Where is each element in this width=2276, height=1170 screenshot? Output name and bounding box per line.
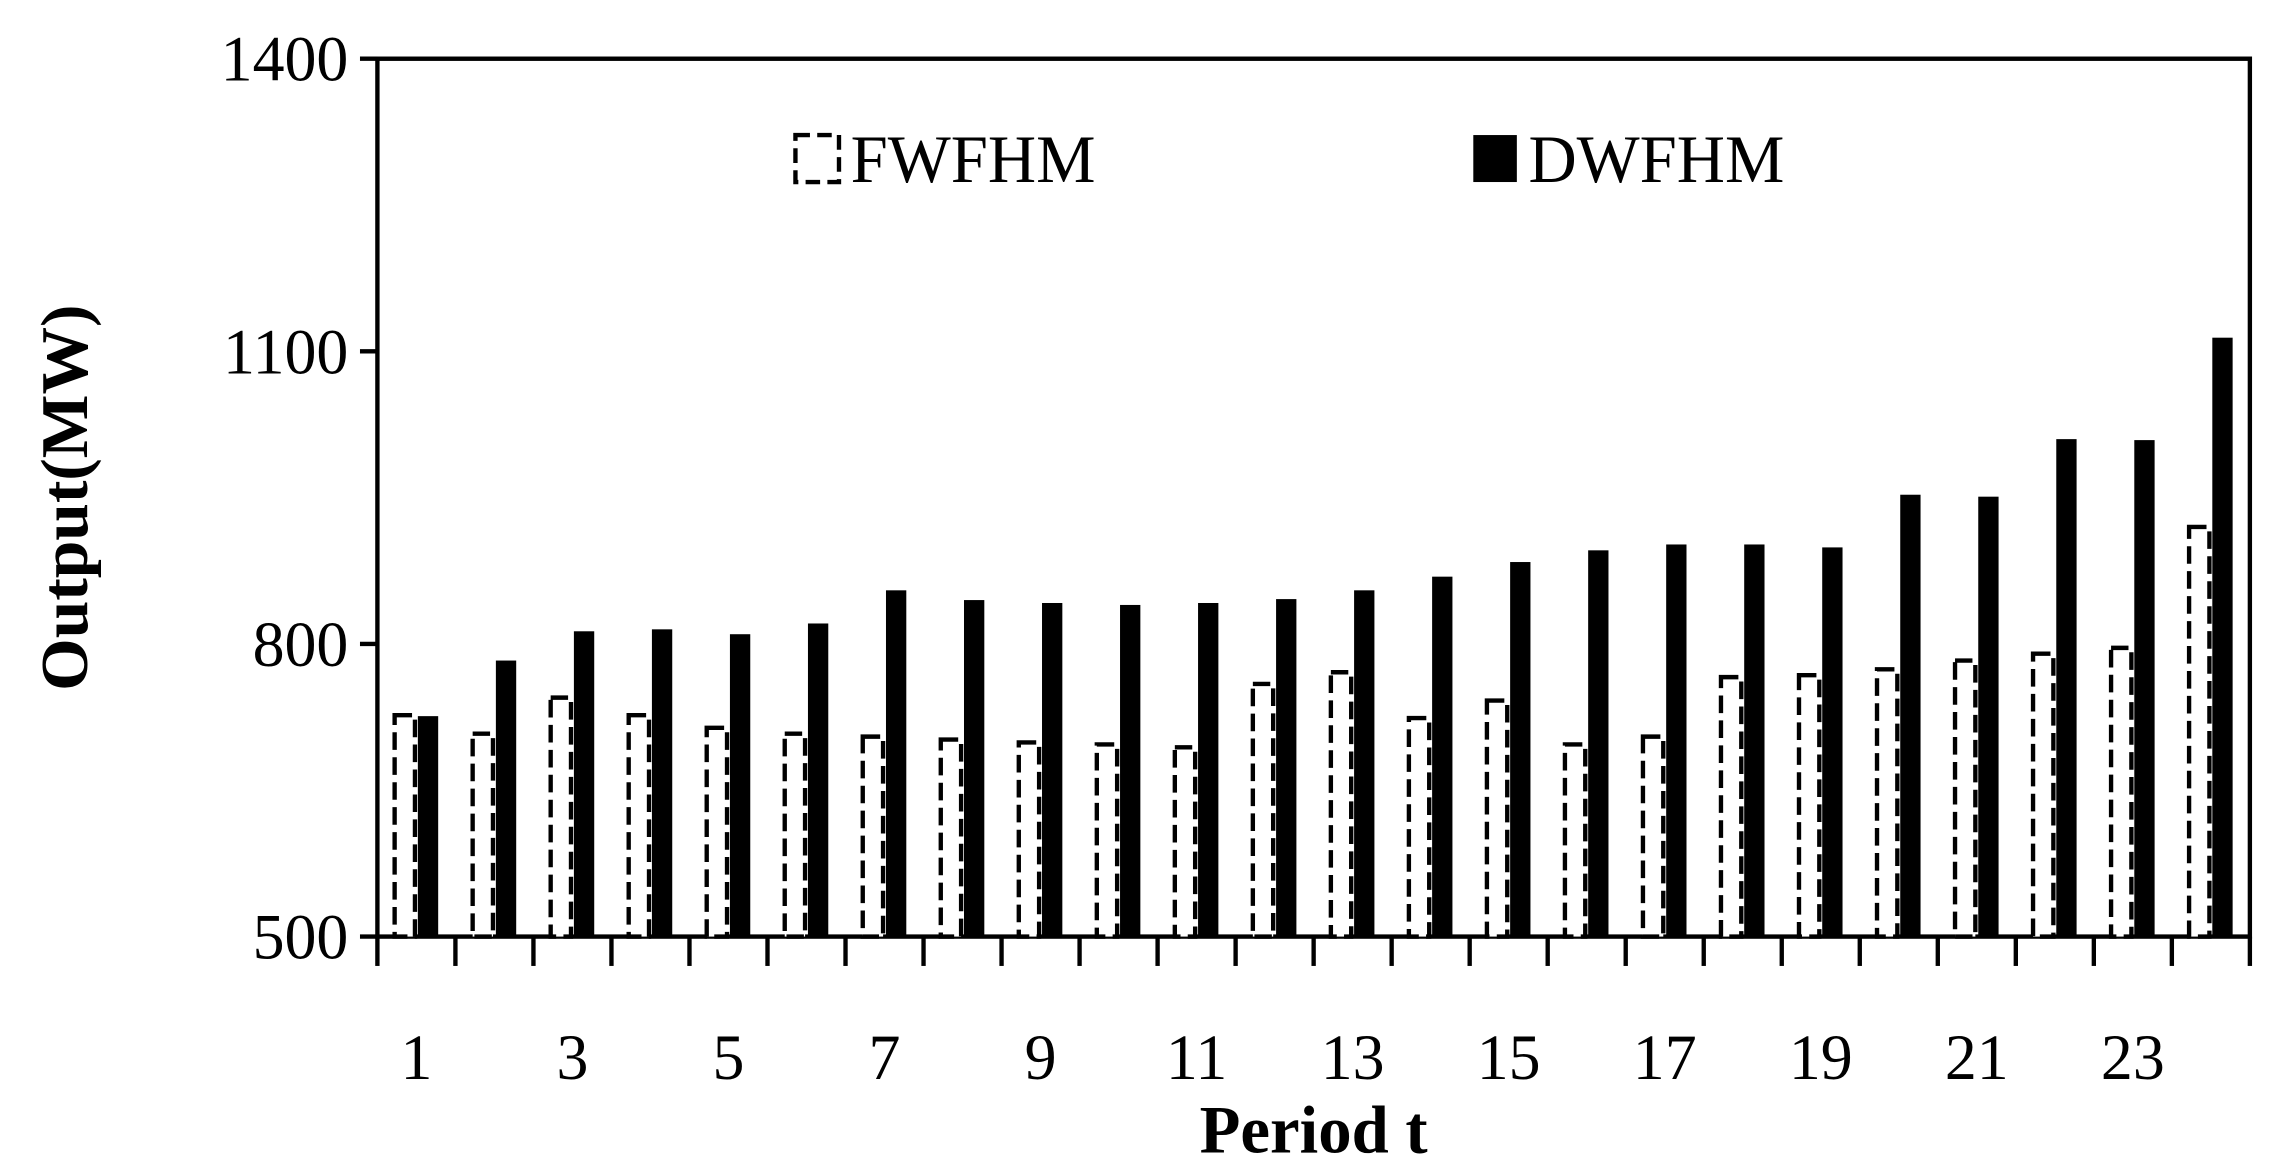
legend-swatch xyxy=(793,132,842,185)
bar xyxy=(1328,670,1354,939)
bar xyxy=(2108,645,2134,939)
bar xyxy=(651,629,673,937)
bar xyxy=(1822,547,1843,937)
bar xyxy=(2134,440,2155,937)
y-tick-label: 1400 xyxy=(221,23,349,94)
bar xyxy=(1198,602,1219,937)
x-tick-label: 5 xyxy=(713,1022,745,1093)
bar xyxy=(1172,745,1198,939)
x-tick-label: 3 xyxy=(556,1022,588,1093)
bar xyxy=(860,734,886,939)
x-tick-label: 13 xyxy=(1321,1022,1385,1093)
bar xyxy=(2056,439,2077,937)
bar xyxy=(2186,524,2212,939)
bar xyxy=(1900,494,1921,937)
bar xyxy=(1276,599,1297,937)
bar xyxy=(573,631,595,937)
bar xyxy=(626,712,652,939)
bar xyxy=(2212,337,2233,937)
bar xyxy=(1562,742,1588,939)
legend-label: DWFHM xyxy=(1528,122,1784,197)
x-tick-label: 21 xyxy=(1945,1022,2009,1093)
bar xyxy=(1588,550,1609,937)
bar xyxy=(1718,674,1744,939)
bar xyxy=(704,725,730,939)
bar xyxy=(1510,562,1531,937)
bar xyxy=(1640,734,1666,939)
y-axis-label: Output(MW) xyxy=(27,304,102,690)
y-tick-label: 800 xyxy=(253,609,349,680)
bar xyxy=(963,600,985,937)
bar xyxy=(470,731,496,939)
x-tick-label: 7 xyxy=(869,1022,901,1093)
x-tick-label: 19 xyxy=(1789,1022,1853,1093)
x-tick-label: 17 xyxy=(1633,1022,1697,1093)
bar xyxy=(548,695,574,939)
legend-label: FWFHM xyxy=(851,122,1096,197)
bar xyxy=(417,716,439,937)
bar xyxy=(1874,667,1900,939)
x-tick-label: 9 xyxy=(1025,1022,1057,1093)
x-tick-label: 23 xyxy=(2101,1022,2165,1093)
bar xyxy=(729,634,751,937)
bar xyxy=(1484,698,1510,939)
y-tick-label: 1100 xyxy=(223,316,348,387)
bar xyxy=(1354,590,1375,937)
bar xyxy=(938,737,964,939)
bar xyxy=(1796,672,1822,939)
x-tick-label: 1 xyxy=(400,1022,432,1093)
bar xyxy=(1432,576,1453,937)
bar xyxy=(2030,651,2056,939)
bar xyxy=(1120,604,1141,937)
x-tick-label: 15 xyxy=(1477,1022,1541,1093)
bar xyxy=(1042,602,1063,937)
bar xyxy=(1094,742,1120,939)
bar xyxy=(392,712,418,939)
x-axis-label: Period t xyxy=(1200,1092,1429,1167)
bar xyxy=(495,660,517,937)
x-tick-label: 11 xyxy=(1166,1022,1227,1093)
bar xyxy=(1744,544,1765,937)
bar xyxy=(885,590,907,937)
bar xyxy=(1978,496,1999,937)
legend-swatch xyxy=(1473,135,1517,183)
bar xyxy=(1666,544,1687,937)
y-tick-label: 500 xyxy=(253,901,349,972)
bar xyxy=(807,623,829,937)
bar xyxy=(1406,715,1432,939)
bar xyxy=(782,731,808,939)
bar xyxy=(1952,658,1978,939)
bar xyxy=(1250,681,1276,939)
bar xyxy=(1016,740,1042,939)
